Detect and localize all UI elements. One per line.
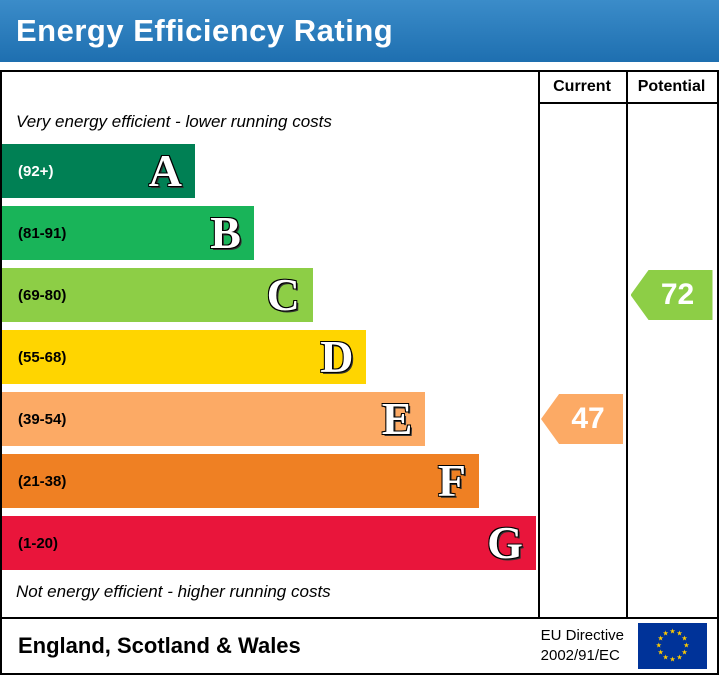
band-range-label: (69-80)	[18, 286, 67, 304]
epc-grid: Current Potential Very energy efficient …	[2, 72, 717, 617]
svg-text:★: ★	[681, 635, 687, 643]
band-row-g: (1-20) G	[2, 512, 538, 574]
band-range-label: (92+)	[18, 162, 54, 180]
current-rating-cell: 47	[538, 388, 626, 450]
band-range-label: (39-54)	[18, 410, 67, 428]
band-bar-d: (55-68) D	[2, 330, 367, 384]
band-row-b: (81-91) B	[2, 202, 538, 264]
bottom-note: Not energy efficient - higher running co…	[16, 582, 331, 601]
band-bar-a: (92+) A	[2, 144, 195, 198]
svg-text:★: ★	[657, 635, 663, 643]
band-bar-g: (1-20) G	[2, 516, 536, 570]
svg-text:★: ★	[676, 630, 682, 638]
band-letter: A	[148, 145, 182, 196]
band-bar-e: (39-54) E	[2, 392, 426, 446]
current-column	[538, 72, 626, 617]
band-range-label: (55-68)	[18, 348, 67, 366]
potential-rating-arrow: 72	[630, 270, 713, 320]
current-rating-arrow: 47	[541, 394, 623, 444]
svg-text:★: ★	[676, 653, 682, 661]
title-bar: Energy Efficiency Rating	[0, 0, 719, 62]
band-row-c: (69-80) C	[2, 264, 538, 326]
potential-rating-cell: 72	[626, 264, 717, 326]
current-rating-value: 47	[571, 402, 605, 435]
band-row-d: (55-68) D	[2, 326, 538, 388]
svg-text:★: ★	[657, 648, 663, 656]
epc-table: Current Potential Very energy efficient …	[0, 70, 719, 675]
eu-directive-label: EU Directive 2002/91/EC	[541, 626, 624, 667]
band-range-label: (21-38)	[18, 472, 67, 490]
svg-text:★: ★	[681, 648, 687, 656]
potential-rating-value: 72	[660, 278, 695, 311]
svg-text:★: ★	[683, 642, 689, 650]
spacer	[0, 62, 719, 70]
page-title: Energy Efficiency Rating	[16, 13, 394, 48]
footer: England, Scotland & Wales EU Directive 2…	[2, 617, 717, 673]
svg-text:★: ★	[669, 655, 675, 663]
eu-directive-line2: 2002/91/EC	[540, 647, 620, 664]
band-row-a: (92+) A	[2, 140, 538, 202]
top-note: Very energy efficient - lower running co…	[16, 112, 332, 131]
band-range-label: (1-20)	[18, 534, 59, 552]
band-row-f: (21-38) F	[2, 450, 538, 512]
current-column-header: Current	[538, 72, 626, 104]
svg-text:★: ★	[663, 653, 669, 661]
eu-flag-icon: ★ ★★★★★★★★★★★	[638, 623, 707, 669]
potential-column-header: Potential	[626, 72, 717, 104]
band-letter: G	[487, 517, 523, 568]
footer-right: EU Directive 2002/91/EC ★ ★ ★ ★ ★ ★ ★ ★ ★ ★ ★ ★	[541, 623, 707, 669]
potential-column	[626, 72, 717, 617]
svg-text:★: ★	[663, 630, 669, 638]
band-letter: D	[320, 331, 354, 382]
band-letter: C	[266, 269, 300, 320]
region-label: England, Scotland & Wales	[18, 633, 301, 658]
band-bar-f: (21-38) F	[2, 454, 480, 508]
band-range-label: (81-91)	[18, 224, 67, 242]
band-letter: E	[381, 393, 413, 444]
band-row-e: (39-54) E	[2, 388, 538, 450]
svg-text:★: ★	[669, 628, 675, 636]
band-bar-c: (69-80) C	[2, 268, 313, 322]
eu-directive-line1: EU Directive	[540, 626, 624, 644]
svg-text:★: ★	[656, 642, 662, 650]
band-bar-b: (81-91) B	[2, 206, 254, 260]
band-letter: B	[210, 207, 241, 258]
band-letter: F	[437, 455, 467, 506]
